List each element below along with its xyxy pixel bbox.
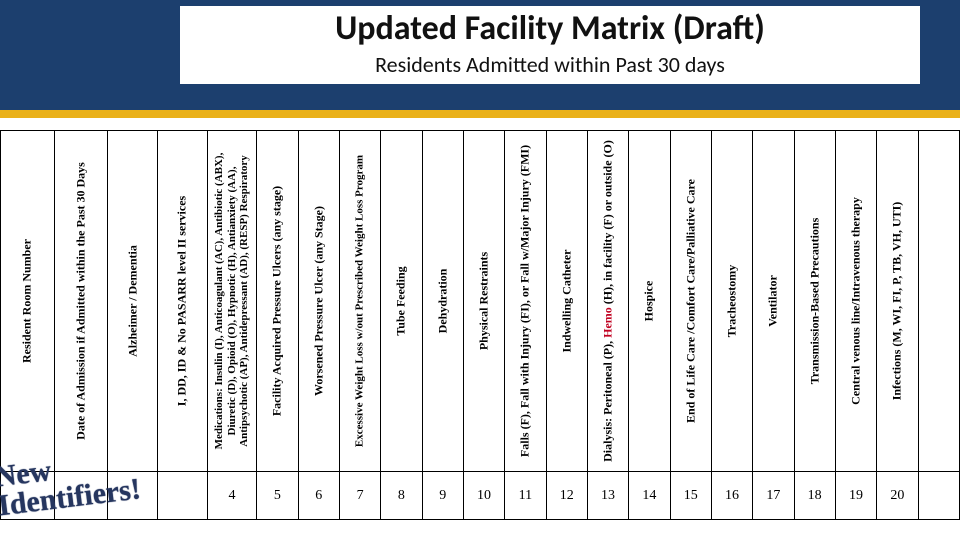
column-number: 8 [381, 472, 422, 520]
column-header: Central venous line/Intravenous therapy [835, 131, 876, 472]
header-band: Updated Facility Matrix (Draft) Resident… [0, 0, 960, 118]
column-number: 13 [587, 472, 628, 520]
column-number: 14 [629, 472, 670, 520]
column-header: Transmission-Based Precautions [794, 131, 835, 472]
matrix-sheet: Resident Room NumberDate of Admission if… [0, 130, 960, 520]
column-header: Ventilator [753, 131, 794, 472]
facility-matrix-table: Resident Room NumberDate of Admission if… [0, 130, 960, 520]
column-number: 18 [794, 472, 835, 520]
title-chip: Updated Facility Matrix (Draft) Resident… [180, 6, 920, 84]
column-header: Indwelling Catheter [546, 131, 587, 472]
column-header: Physical Restraints [463, 131, 504, 472]
column-number: 16 [711, 472, 752, 520]
column-header: Tracheostomy [711, 131, 752, 472]
column-header: Facility Acquired Pressure Ulcers (any s… [257, 131, 298, 472]
column-number: 7 [339, 472, 380, 520]
column-number: 11 [505, 472, 546, 520]
column-header: Resident Room Number [1, 131, 55, 472]
column-header: Dialysis: Peritoneal (P), Hemo (H), in f… [587, 131, 628, 472]
column-number: 4 [207, 472, 257, 520]
column-number: 20 [877, 472, 918, 520]
column-number: 10 [463, 472, 504, 520]
accent-bar [0, 110, 960, 118]
table-header-row: Resident Room NumberDate of Admission if… [1, 131, 960, 472]
column-header: I, DD, ID & No PASARR level II services [158, 131, 208, 472]
page-subtitle: Residents Admitted within Past 30 days [196, 51, 904, 78]
column-number: 9 [422, 472, 463, 520]
column-number: 19 [835, 472, 876, 520]
column-number: 12 [546, 472, 587, 520]
column-header: Falls (F), Fall with Injury (FI), or Fal… [505, 131, 546, 472]
column-number: 17 [753, 472, 794, 520]
column-header: Medications: Insulin (I), Anticoagulant … [207, 131, 257, 472]
column-number [918, 472, 960, 520]
column-number: 5 [257, 472, 298, 520]
column-header [918, 131, 960, 472]
column-number: 15 [670, 472, 711, 520]
column-header: Date of Admission if Admitted within the… [54, 131, 108, 472]
column-number [158, 472, 208, 520]
page-title: Updated Facility Matrix (Draft) [196, 8, 904, 49]
column-header: Hospice [629, 131, 670, 472]
table-number-row: 4567891011121314151617181920 [1, 472, 960, 520]
column-header: Dehydration [422, 131, 463, 472]
column-header: Worsened Pressure Ulcer (any Stage) [298, 131, 339, 472]
column-header: Infections (M, WI, FI, P, TB, VH, UTI) [877, 131, 918, 472]
column-header: End of Life Care /Comfort Care/Palliativ… [670, 131, 711, 472]
column-header: Excessive Weight Loss w/out Prescribed W… [339, 131, 380, 472]
column-number: 6 [298, 472, 339, 520]
column-header: Alzheimer / Dementia [108, 131, 158, 472]
column-header: Tube Feeding [381, 131, 422, 472]
